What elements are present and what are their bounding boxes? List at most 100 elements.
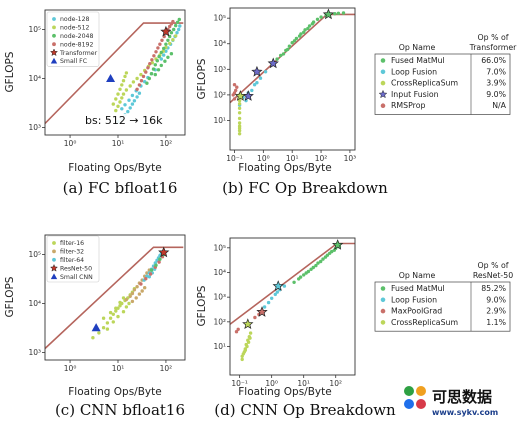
data-point [149, 268, 154, 272]
data-point [266, 300, 271, 305]
legend-triangle-icon [50, 57, 58, 64]
y-tick-label: 10³ [28, 123, 41, 132]
table-header-model: ResNet-50 [473, 271, 513, 280]
legend-dot-icon [52, 257, 56, 262]
data-point [175, 31, 179, 35]
legend-dot-icon [52, 33, 56, 38]
table-dot-icon [380, 308, 386, 314]
data-point [237, 116, 242, 121]
data-point [234, 330, 239, 334]
data-point [315, 17, 320, 21]
x-tick-label: 10¹ [286, 154, 299, 163]
data-point [162, 46, 166, 51]
data-point [172, 27, 176, 32]
data-point [153, 72, 157, 77]
star-marker [256, 306, 268, 317]
data-point [118, 300, 122, 305]
data-point [120, 83, 124, 87]
data-point [316, 261, 320, 265]
data-point [250, 88, 254, 93]
data-point [159, 50, 163, 55]
legend-label: filter-64 [60, 257, 84, 264]
legend-label: node-8192 [60, 41, 93, 48]
data-point [114, 97, 118, 101]
x-tick-label: 10¹ [112, 139, 125, 148]
x-axis-label: Floating Ops/Byte [68, 386, 161, 398]
data-point [97, 331, 101, 335]
data-point [116, 314, 120, 319]
data-point [158, 42, 162, 46]
triangle-marker [91, 323, 101, 332]
data-point [175, 20, 180, 24]
chart-a: 10⁰ 10¹ 10² 10³ 10⁴ 10⁵ Floating Ops/Byte GFLOP… [4, 9, 186, 197]
legend-star-icon [49, 263, 59, 272]
data-point [111, 312, 116, 316]
data-point [128, 84, 132, 88]
data-point [178, 24, 182, 28]
table-op-value: 66.0% [481, 56, 506, 65]
data-point [237, 128, 242, 133]
data-point [237, 106, 242, 111]
data-point [158, 257, 162, 261]
table-op-value: 3.9% [486, 79, 506, 88]
data-point [287, 44, 292, 48]
star-marker [332, 239, 344, 250]
data-point [248, 336, 252, 340]
table-star-icon [378, 89, 388, 99]
data-point [304, 271, 308, 275]
x-tick-label: 10² [160, 364, 173, 373]
data-point [124, 305, 129, 309]
data-point [237, 124, 242, 128]
data-point [246, 340, 251, 344]
data-point [121, 79, 126, 83]
data-point [258, 76, 263, 80]
data-point [135, 285, 139, 289]
data-point [253, 315, 257, 320]
watermark-icon [404, 386, 426, 409]
table-dot-icon [380, 80, 386, 86]
data-point [143, 286, 147, 290]
data-point [310, 22, 315, 26]
table-dot-icon [380, 320, 386, 325]
data-point [116, 92, 120, 96]
table-op-name: CrossReplicaSum [391, 79, 458, 88]
y-tick-label: 10⁴ [213, 39, 226, 48]
data-point [114, 108, 118, 113]
watermark-text: 可思数据 [432, 388, 492, 406]
data-point [302, 30, 306, 34]
legend-box [46, 11, 100, 67]
data-point [323, 255, 328, 259]
plot-frame [229, 7, 356, 151]
data-point [171, 38, 175, 42]
x-tick-label: 10⁰ [265, 379, 278, 388]
data-point [154, 50, 158, 54]
data-point [121, 92, 126, 96]
data-point [243, 348, 247, 352]
data-point [150, 58, 154, 62]
table-dot-icon [380, 286, 386, 291]
data-point [319, 259, 323, 264]
data-point [156, 46, 160, 50]
data-point [177, 27, 181, 32]
data-point [146, 66, 150, 70]
x-tick-label: 10⁰ [64, 139, 77, 148]
table-dot-icon [380, 69, 386, 75]
data-point [169, 31, 174, 35]
data-point [236, 327, 240, 331]
table-dot-icon [380, 58, 386, 63]
table-op-name: Loop Fusion [391, 295, 437, 304]
data-point [131, 80, 136, 84]
legend-dot-icon [52, 241, 56, 245]
data-point [163, 59, 167, 63]
data-point [279, 53, 283, 58]
plot-frame [229, 237, 356, 376]
data-point [147, 275, 151, 279]
watermark-url: www.sykv.com [432, 408, 498, 417]
data-point [153, 63, 157, 67]
data-point [177, 17, 181, 22]
x-tick-label: 10² [329, 379, 342, 388]
data-point [237, 98, 242, 103]
y-axis-label: GFLOPS [4, 51, 16, 92]
data-point [124, 88, 129, 92]
